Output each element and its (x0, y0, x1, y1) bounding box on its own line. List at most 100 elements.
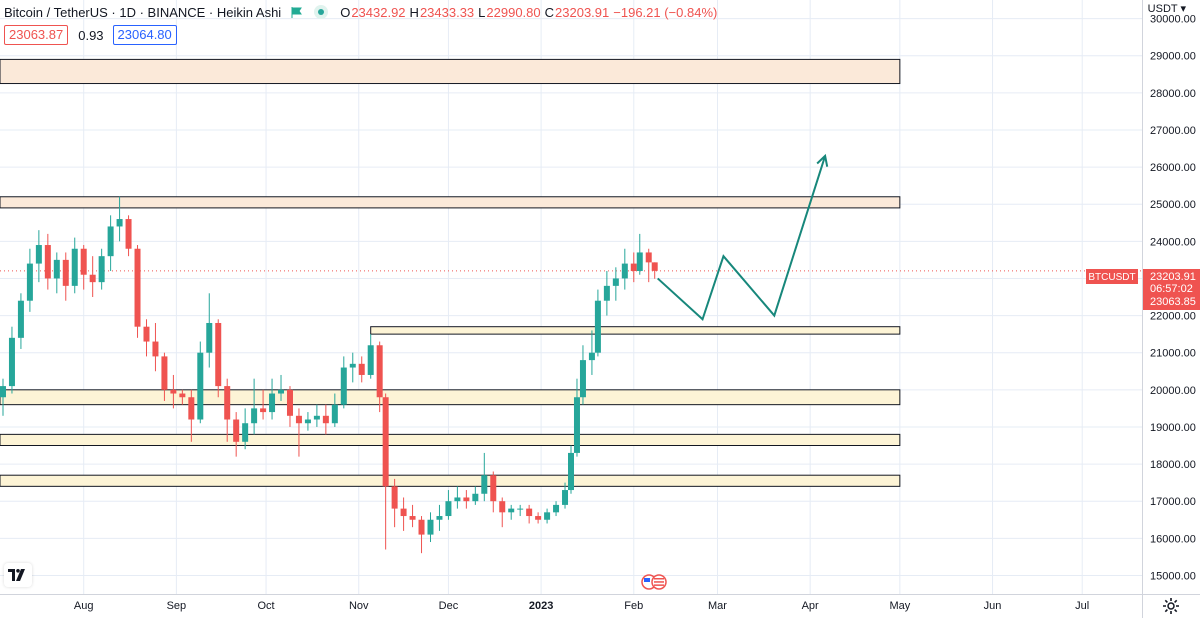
candle-down (161, 356, 168, 390)
time-tick-label: 2023 (529, 600, 553, 612)
price-tick-label: 29000.00 (1150, 51, 1196, 63)
candle-down (188, 397, 195, 420)
time-tick-label: Mar (708, 600, 727, 612)
resistance-zone (0, 58, 901, 85)
candle-up (304, 419, 311, 424)
candle-down (152, 341, 159, 357)
candle-up (367, 345, 374, 375)
candle-down (535, 516, 542, 520)
candle-down (143, 326, 150, 342)
bid-ask-row: 23063.87 0.93 23064.80 (4, 25, 177, 45)
time-tick-label: Feb (624, 600, 643, 612)
support-zone (0, 474, 901, 487)
last-price-label-text: 23203.91 (1150, 271, 1196, 283)
gear-icon[interactable] (1162, 597, 1180, 615)
candle-down (376, 345, 383, 398)
time-tick-label: Oct (258, 600, 275, 612)
candle-up (544, 512, 551, 520)
spread-value: 0.93 (78, 27, 104, 43)
candle-up (445, 501, 452, 517)
candle-up (427, 519, 434, 535)
candle-down (286, 389, 293, 416)
high-value: 23433.33 (419, 4, 475, 20)
price-tick-label: 21000.00 (1150, 348, 1196, 360)
candle-up (340, 367, 347, 405)
candle-up (594, 300, 601, 353)
candle-down (463, 497, 470, 502)
candle-down (391, 486, 398, 509)
price-tick-label: 20000.00 (1150, 385, 1196, 397)
countdown-label: 06:57:02 (1150, 283, 1193, 295)
candle-up (436, 516, 443, 520)
sell-price-button[interactable]: 23063.87 (4, 25, 69, 45)
candle-up (621, 263, 628, 279)
candle-up (573, 397, 580, 453)
candle-up (481, 475, 488, 494)
candle-down (490, 475, 497, 502)
candle-up (269, 393, 276, 413)
candle-up (242, 423, 249, 442)
price-axis[interactable]: 15000.00 16000.00 17000.00 18000.00 19000.00… (1150, 14, 1196, 583)
candle-down (80, 248, 87, 275)
candle-up (8, 337, 15, 387)
candle-up (331, 404, 338, 424)
candle-down (630, 263, 637, 272)
candle-down (62, 259, 69, 286)
time-tick-label: May (889, 600, 910, 612)
candle-down (499, 501, 506, 513)
candle-up (17, 300, 24, 338)
candle-down (526, 508, 533, 517)
candle-down (400, 508, 407, 517)
economic-event-icon[interactable] (641, 574, 667, 590)
candle-up (579, 360, 586, 398)
price-tick-label: 24000.00 (1150, 236, 1196, 248)
price-tick-label: 15000.00 (1150, 570, 1196, 582)
candle-up (636, 252, 643, 272)
symbol-legend: Bitcoin / TetherUS · 1D · BINANCE · Heik… (4, 4, 717, 20)
candle-down (233, 419, 240, 442)
symbol-tag: BTCUSDT (1088, 272, 1135, 283)
candle-down (44, 245, 51, 279)
low-key: L (478, 4, 486, 20)
currency-selector[interactable]: USDT ▾ (1147, 3, 1186, 15)
candle-down (134, 248, 141, 327)
time-tick-label: Jul (1075, 600, 1089, 612)
flag-icon[interactable] (291, 6, 303, 18)
candle-down (295, 415, 302, 424)
candle-up (562, 490, 569, 505)
candle-down (645, 252, 652, 263)
price-tick-label: 30000.00 (1150, 14, 1196, 26)
candle-up (116, 219, 123, 227)
time-tick-label: Aug (74, 600, 94, 612)
support-zone (370, 326, 901, 335)
price-tick-label: 16000.00 (1150, 533, 1196, 545)
price-tick-label: 17000.00 (1150, 496, 1196, 508)
price-tick-label: 22000.00 (1150, 311, 1196, 323)
candle-up (206, 322, 213, 353)
buy-price-button[interactable]: 23064.80 (112, 25, 177, 45)
time-axis[interactable]: Aug Sep Oct Nov Dec 2023 Feb Mar Apr May Jun Jul (74, 600, 1089, 612)
tradingview-logo-icon[interactable] (4, 563, 32, 587)
candle-down (322, 415, 329, 424)
candle-up (35, 245, 42, 264)
candle-down (260, 408, 267, 413)
symbol-title[interactable]: Bitcoin / TetherUS · 1D · BINANCE · Heik… (4, 4, 282, 20)
candle-up (278, 389, 285, 394)
price-tick-label: 28000.00 (1150, 88, 1196, 100)
live-dot-icon (314, 5, 329, 19)
candle-up (107, 226, 114, 257)
price-tick-label: 25000.00 (1150, 199, 1196, 211)
projection-arrowhead (816, 153, 829, 167)
candle-down (170, 389, 177, 394)
candle-up (454, 497, 461, 502)
last-price-label: BTCUSDT 23203.91 06:57:02 23063.85 (1086, 269, 1200, 310)
candle-down (409, 516, 416, 520)
price-change: −196.21 (−0.84%) (613, 4, 718, 20)
close-key: C (544, 4, 555, 20)
symbol-tag-bg (1086, 269, 1138, 284)
price-label-bg (1143, 269, 1200, 310)
chart-grid (0, 0, 1142, 594)
support-zone (0, 433, 901, 446)
high-key: H (409, 4, 419, 20)
